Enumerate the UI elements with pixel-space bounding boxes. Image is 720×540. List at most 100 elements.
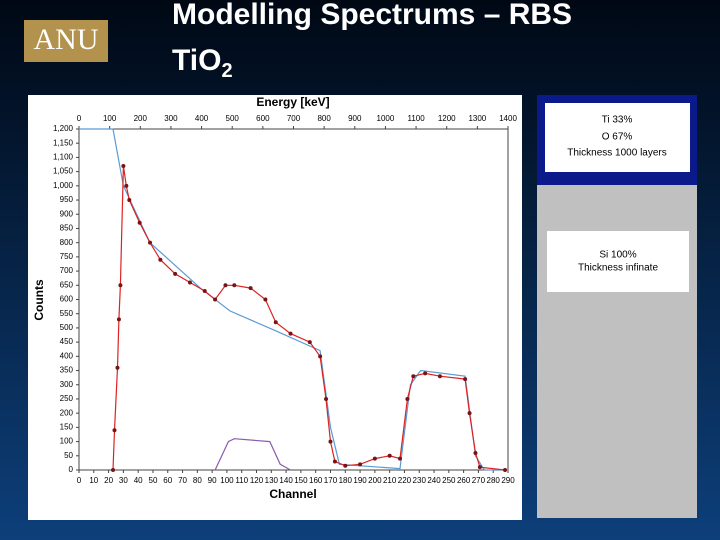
data-point [437,374,442,379]
x-tick-label: 230 [413,476,427,485]
x-tick-label: 120 [250,476,264,485]
x2-tick-label: 100 [103,114,117,123]
data-point [137,220,142,225]
x-label: Channel [269,487,316,501]
chart-panel [28,95,522,520]
x2-tick-label: 1200 [438,114,456,123]
y-tick-label: 1,100 [53,153,74,162]
y-tick-label: 700 [60,266,74,275]
x-tick-label: 30 [119,476,128,485]
data-point [213,297,218,302]
data-point [328,439,333,444]
x-tick-label: 190 [353,476,367,485]
data-point [372,456,377,461]
data-point [477,465,482,470]
y-tick-label: 400 [60,351,74,360]
y-tick-label: 0 [69,465,74,474]
data-point [463,377,468,382]
y-tick-label: 1,150 [53,138,74,147]
y-tick-label: 300 [60,380,74,389]
data-point [263,297,268,302]
y-tick-label: 850 [60,224,74,233]
data-point [358,462,363,467]
y-tick-label: 900 [60,209,74,218]
data-point [273,320,278,325]
x-tick-label: 220 [398,476,412,485]
logo: ANU [34,23,99,56]
x-tick-label: 280 [487,476,501,485]
x2-tick-label: 400 [195,114,209,123]
x-tick-label: 60 [163,476,172,485]
x2-tick-label: 300 [164,114,178,123]
x2-tick-label: 900 [348,114,362,123]
x2-tick-label: 600 [256,114,270,123]
data-point [124,183,129,188]
data-point [248,286,253,291]
x-tick-label: 160 [309,476,323,485]
x2-tick-label: 200 [134,114,148,123]
data-point [405,396,410,401]
data-point [387,453,392,458]
y-tick-label: 350 [60,366,74,375]
y-tick-label: 950 [60,195,74,204]
x2-tick-label: 700 [287,114,301,123]
data-point [187,280,192,285]
x-tick-label: 250 [442,476,456,485]
data-point [148,240,153,245]
x-tick-label: 240 [427,476,441,485]
data-point [423,371,428,376]
x2-tick-label: 500 [226,114,240,123]
y-tick-label: 550 [60,309,74,318]
x-tick-label: 270 [472,476,486,485]
x-tick-label: 50 [149,476,158,485]
x2-tick-label: 1400 [499,114,517,123]
data-point [111,468,116,472]
data-point [503,468,508,472]
x-tick-label: 70 [178,476,187,485]
data-point [473,450,478,455]
x-tick-label: 210 [383,476,397,485]
y-tick-label: 200 [60,408,74,417]
data-point [411,374,416,379]
x-tick-label: 260 [457,476,471,485]
x-tick-label: 150 [294,476,308,485]
data-point [112,428,117,433]
data-point [307,340,312,345]
y-tick-label: 750 [60,252,74,261]
x-tick-label: 0 [77,476,82,485]
data-point [121,163,126,168]
x-tick-label: 110 [235,476,248,485]
series-line [112,165,506,471]
data-point [223,283,228,288]
layer-text: O 67% [602,132,633,143]
x-tick-label: 100 [220,476,234,485]
y-tick-label: 600 [60,295,74,304]
y-tick-label: 450 [60,337,74,346]
x-tick-label: 80 [193,476,202,485]
y-tick-label: 50 [64,451,73,460]
x2-tick-label: 1300 [468,114,486,123]
data-point [173,271,178,276]
x-tick-label: 40 [134,476,143,485]
x-tick-label: 290 [501,476,515,485]
x-tick-label: 180 [339,476,353,485]
data-point [232,283,237,288]
data-point [467,411,472,416]
layer-text: Thickness 1000 layers [567,148,667,159]
data-point [318,354,323,359]
y-tick-label: 150 [60,422,74,431]
y-tick-label: 1,000 [53,181,74,190]
y-tick-label: 250 [60,394,74,403]
y-tick-label: 800 [60,238,74,247]
data-point [398,456,403,461]
x-tick-label: 130 [265,476,279,485]
y-tick-label: 650 [60,280,74,289]
title: TiO2 [172,44,233,82]
data-point [118,283,123,288]
x-tick-label: 200 [368,476,382,485]
x2-tick-label: 1100 [407,114,425,123]
y-tick-label: 500 [60,323,74,332]
data-point [324,396,329,401]
x-tick-label: 20 [104,476,113,485]
